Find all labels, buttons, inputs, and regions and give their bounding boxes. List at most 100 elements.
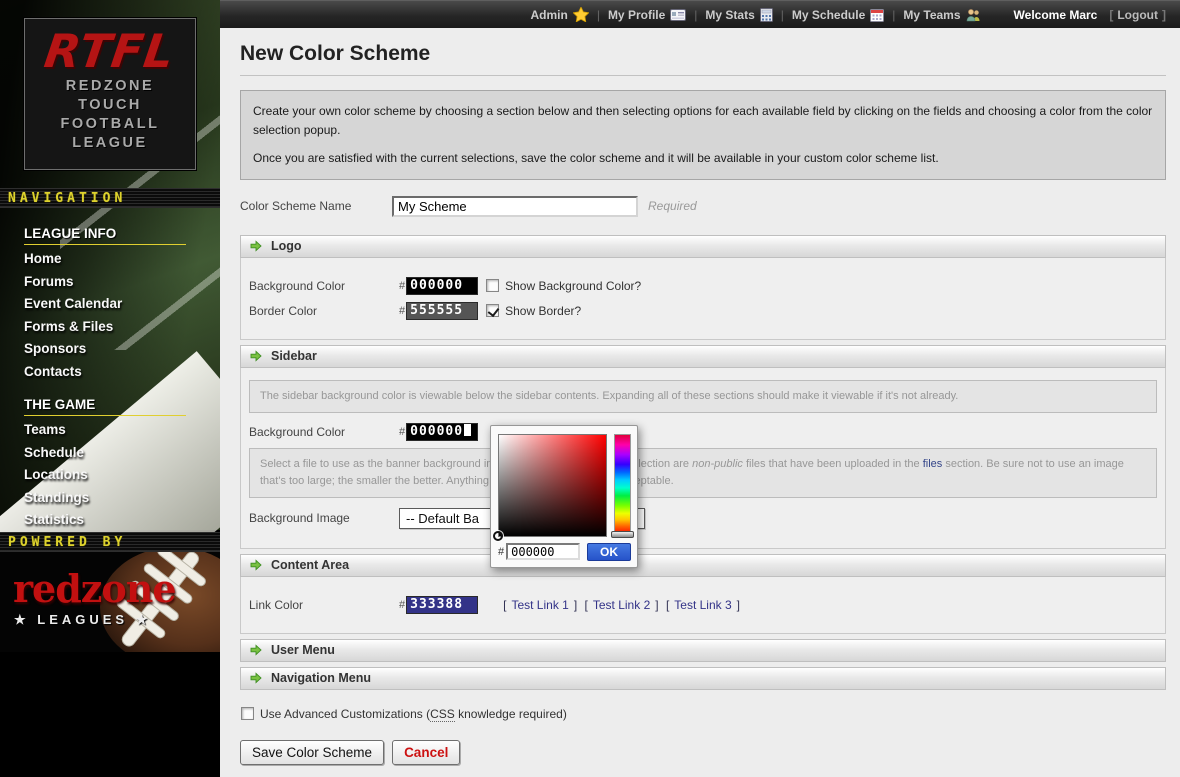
required-note: Required bbox=[648, 199, 697, 214]
nav-group-title-league-info: LEAGUE INFO bbox=[24, 226, 186, 245]
logo-border-color-label: Border Color bbox=[249, 303, 318, 318]
section-navigation-menu-header[interactable]: Navigation Menu bbox=[240, 666, 1166, 690]
color-selection-marker[interactable] bbox=[493, 530, 503, 541]
title-divider bbox=[240, 75, 1166, 76]
section-user-menu-header[interactable]: User Menu bbox=[240, 638, 1166, 662]
bracket: [ bbox=[665, 597, 670, 612]
section-navigation-menu-title: Navigation Menu bbox=[271, 671, 372, 686]
logo-border-color-row: Border Color # 555555 Show Border? bbox=[249, 301, 1157, 320]
brand-subtitle: ★ LEAGUES ★ bbox=[14, 611, 152, 627]
top-menu-bar: Admin | My Profile | My Stats | My Sched… bbox=[220, 0, 1180, 28]
link-color-field[interactable]: 333388 bbox=[406, 595, 479, 614]
show-border-checkbox[interactable] bbox=[486, 304, 500, 318]
content-area: New Color Scheme Create your own color s… bbox=[220, 28, 1180, 777]
page-title: New Color Scheme bbox=[240, 42, 431, 65]
section-content-area-title: Content Area bbox=[271, 558, 350, 573]
sidebar-background-color-row: Background Color # 000000 bbox=[249, 422, 1157, 441]
section-content-area: Content Area Link Color # 333388 [Test L… bbox=[240, 553, 1166, 634]
sidebar-item-forums[interactable]: Forums bbox=[24, 273, 74, 289]
save-color-scheme-button[interactable]: Save Color Scheme bbox=[240, 739, 385, 765]
hue-bar[interactable] bbox=[614, 433, 631, 534]
section-logo-header[interactable]: Logo bbox=[240, 234, 1166, 258]
test-link-1[interactable]: Test Link 1 bbox=[511, 597, 569, 612]
logout-bracket: ] bbox=[1162, 7, 1166, 22]
form-actions: Save Color Scheme Cancel bbox=[240, 739, 1166, 765]
section-logo-title: Logo bbox=[271, 239, 302, 254]
menu-item-admin-label: Admin bbox=[530, 7, 568, 22]
picker-ok-button[interactable]: OK bbox=[587, 542, 631, 561]
show-background-color-checkbox[interactable] bbox=[486, 279, 500, 293]
menu-item-my-schedule[interactable]: My Schedule bbox=[785, 8, 891, 22]
sidebar-background-color-field[interactable]: 000000 bbox=[406, 422, 479, 441]
logo-border-color-field[interactable]: 555555 bbox=[406, 301, 479, 320]
sidebar-background-color-value: 000000 bbox=[410, 423, 464, 439]
sidebar-item-home[interactable]: Home bbox=[24, 251, 62, 266]
redzone-leagues-logo[interactable]: redzone ★ LEAGUES ★ bbox=[0, 551, 220, 652]
intro-box: Create your own color scheme by choosing… bbox=[240, 90, 1166, 180]
color-scheme-name-input[interactable] bbox=[392, 195, 638, 217]
hash-prefix: # bbox=[399, 425, 406, 438]
menu-item-my-stats-label: My Stats bbox=[705, 7, 755, 22]
text-caret bbox=[464, 423, 472, 436]
intro-paragraph: Once you are satisfied with the current … bbox=[253, 151, 939, 166]
menu-item-my-teams[interactable]: My Teams bbox=[896, 8, 987, 22]
league-logo-line: TOUCH bbox=[78, 97, 142, 113]
main-area: Admin | My Profile | My Stats | My Sched… bbox=[220, 0, 1180, 777]
green-arrow-icon bbox=[250, 350, 262, 362]
picker-hex-input[interactable] bbox=[506, 543, 581, 561]
calculator-icon bbox=[759, 7, 773, 22]
show-background-color-label: Show Background Color? bbox=[505, 278, 642, 293]
sidebar-item-contacts[interactable]: Contacts bbox=[24, 363, 82, 379]
bracket: [ bbox=[584, 597, 588, 612]
link-color-row: Link Color # 333388 [Test Link 1] [Test … bbox=[249, 595, 1157, 614]
brand-name: redzone bbox=[13, 565, 176, 611]
sidebar-background-color-label: Background Color bbox=[249, 424, 346, 439]
menu-item-my-teams-label: My Teams bbox=[903, 7, 961, 22]
menu-item-admin[interactable]: Admin bbox=[523, 7, 595, 22]
sidebar-note-2: Select a file to use as the banner backg… bbox=[249, 447, 1157, 498]
sidebar-item-forms-files[interactable]: Forms & Files bbox=[24, 318, 114, 334]
section-content-area-header[interactable]: Content Area bbox=[240, 553, 1166, 577]
menu-item-my-profile-label: My Profile bbox=[607, 7, 666, 22]
menu-item-my-stats[interactable]: My Stats bbox=[698, 7, 779, 22]
note2-italic: non-public bbox=[692, 457, 743, 470]
sidebar-item-schedule[interactable]: Schedule bbox=[24, 444, 85, 460]
logo-background-color-field[interactable]: 000000 bbox=[406, 276, 479, 295]
color-picker-popup: # OK bbox=[490, 424, 638, 568]
league-logo-area: RTFL REDZONE TOUCH FOOTBALL LEAGUE bbox=[0, 0, 220, 188]
cancel-button[interactable]: Cancel bbox=[392, 739, 461, 765]
hash-prefix: # bbox=[399, 279, 406, 292]
saturation-value-gradient[interactable] bbox=[498, 433, 607, 537]
sidebar-item-teams[interactable]: Teams bbox=[24, 422, 66, 437]
menu-item-my-profile[interactable]: My Profile bbox=[601, 8, 693, 22]
logout-link[interactable]: Logout bbox=[1117, 7, 1158, 22]
topbar-separator: | bbox=[596, 7, 600, 22]
topbar-separator: | bbox=[780, 7, 784, 22]
welcome-text: Welcome Marc bbox=[1013, 7, 1098, 22]
test-link-3[interactable]: Test Link 3 bbox=[674, 597, 732, 612]
sidebar-item-sponsors[interactable]: Sponsors bbox=[24, 341, 87, 356]
bracket: ] bbox=[655, 597, 659, 612]
test-link-2[interactable]: Test Link 2 bbox=[592, 597, 651, 612]
section-user-menu: User Menu bbox=[240, 638, 1166, 662]
sidebar-item-locations[interactable]: Locations bbox=[24, 467, 88, 482]
sidebar-item-standings[interactable]: Standings bbox=[24, 489, 90, 505]
league-logo[interactable]: RTFL REDZONE TOUCH FOOTBALL LEAGUE bbox=[23, 17, 197, 171]
league-logo-line: FOOTBALL bbox=[60, 116, 160, 132]
hue-slider-handle[interactable] bbox=[611, 530, 634, 538]
sidebar-item-event-calendar[interactable]: Event Calendar bbox=[24, 296, 123, 311]
files-link[interactable]: files bbox=[922, 457, 943, 470]
green-arrow-icon bbox=[250, 559, 262, 572]
bracket: ] bbox=[736, 597, 740, 612]
background-image-row: Background Image -- Default Ba bbox=[249, 507, 1157, 529]
color-scheme-name-label: Color Scheme Name bbox=[240, 199, 352, 214]
league-logo-abbr: RTFL bbox=[41, 24, 179, 78]
css-abbr: CSS bbox=[430, 706, 455, 722]
section-sidebar-header[interactable]: Sidebar bbox=[240, 344, 1166, 368]
advanced-customizations-checkbox[interactable] bbox=[241, 707, 254, 721]
section-navigation-menu: Navigation Menu bbox=[240, 666, 1166, 690]
sidebar-nav: LEAGUE INFO Home Forums Event Calendar F… bbox=[0, 208, 220, 532]
section-sidebar-title: Sidebar bbox=[271, 349, 317, 364]
sidebar-item-statistics[interactable]: Statistics bbox=[24, 512, 85, 527]
